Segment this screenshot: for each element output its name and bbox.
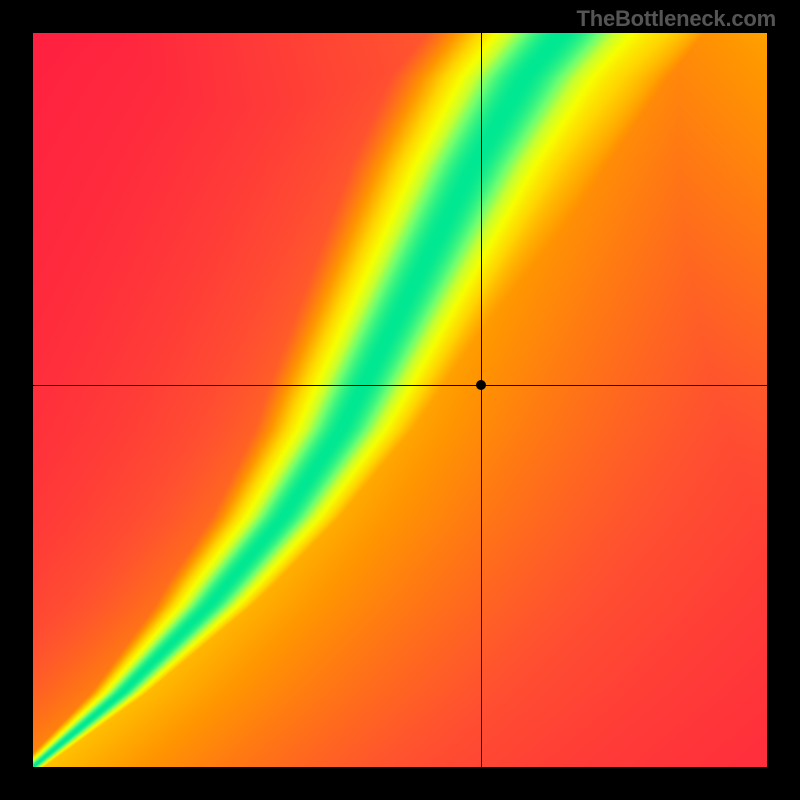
crosshair-horizontal [33,385,767,386]
watermark-text: TheBottleneck.com [576,6,776,32]
marker-dot [476,380,486,390]
heatmap-canvas [33,33,767,767]
crosshair-vertical [481,33,482,767]
heatmap-plot [33,33,767,767]
